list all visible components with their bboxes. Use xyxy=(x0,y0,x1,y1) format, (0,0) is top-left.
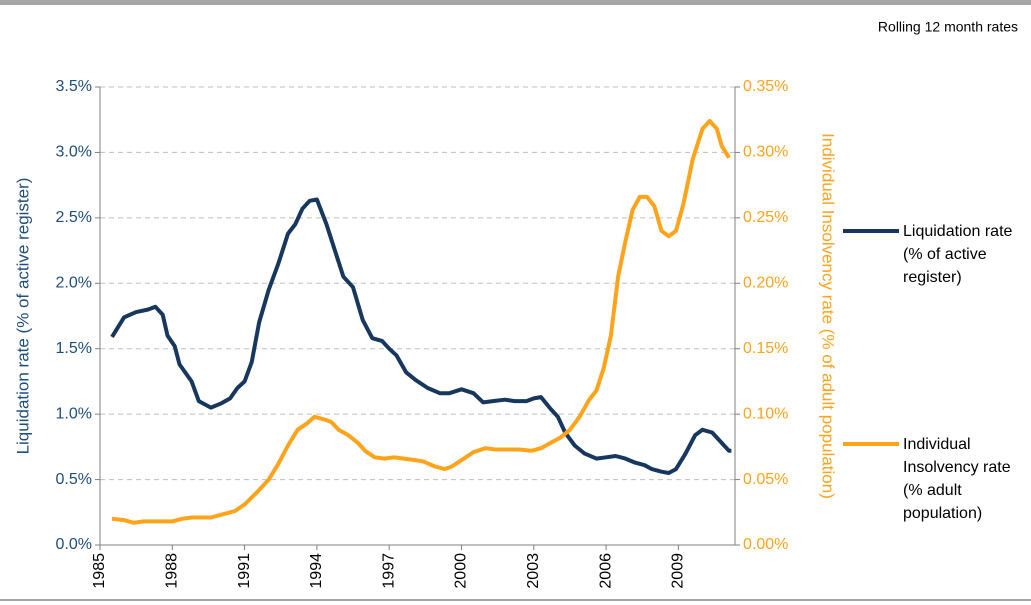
legend-label: Individual Insolvency rate (% adult popu… xyxy=(903,436,1011,522)
bottom-bar xyxy=(0,599,1031,601)
y2-tick-label: 0.05% xyxy=(743,471,788,488)
x-tick-label: 2000 xyxy=(453,553,470,589)
x-tick-label: 2003 xyxy=(525,553,542,589)
y-tick-label: 2.0% xyxy=(56,275,92,292)
y2-tick-label: 0.20% xyxy=(743,275,788,292)
x-tick-label: 2006 xyxy=(597,553,614,589)
y2-tick-label: 0.35% xyxy=(743,78,788,95)
y2-tick-label: 0.15% xyxy=(743,340,788,357)
y2-axis-title: Individual Insolvency rate (% of adult p… xyxy=(819,133,838,499)
y2-tick-label: 0.25% xyxy=(743,209,788,226)
series-line xyxy=(111,119,731,525)
x-tick-label: 1994 xyxy=(308,553,325,589)
x-tick-label: 1991 xyxy=(236,553,253,589)
x-tick-label: 1988 xyxy=(164,553,181,589)
y-tick-label: 2.5% xyxy=(56,209,92,226)
y-tick-label: 1.0% xyxy=(56,405,92,422)
y-tick-label: 3.0% xyxy=(56,144,92,161)
subtitle: Rolling 12 month rates xyxy=(878,19,1018,35)
top-bar xyxy=(0,0,1031,5)
y-axis-title: Liquidation rate (% of active register) xyxy=(13,178,32,455)
y-tick-label: 0.5% xyxy=(56,471,92,488)
y-tick-label: 0.0% xyxy=(56,536,92,553)
y-tick-label: 1.5% xyxy=(56,340,92,357)
y2-tick-label: 0.00% xyxy=(743,536,788,553)
y-tick-label: 3.5% xyxy=(56,78,92,95)
series-line xyxy=(110,197,732,475)
y2-tick-label: 0.10% xyxy=(743,405,788,422)
x-tick-label: 1997 xyxy=(380,553,397,589)
x-tick-label: 2009 xyxy=(670,553,687,589)
x-tick-label: 1985 xyxy=(91,553,108,589)
legend-label: Liquidation rate (% of active register) xyxy=(903,223,1013,286)
y2-tick-label: 0.30% xyxy=(743,144,788,161)
